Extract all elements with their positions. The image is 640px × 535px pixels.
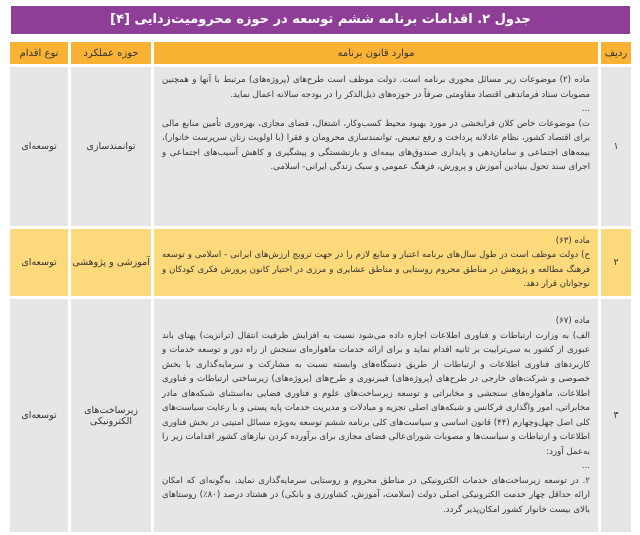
ellipsis: ... [581,104,590,114]
action-type-cell: توسعه‌ای [10,299,68,532]
row-number: ۲ [601,229,631,296]
paragraph: ح) دولت موظف است در طول سال‌های برنامه ا… [162,250,590,289]
header-row-number: ردیف [601,42,631,64]
law-text: ماده (۲) موضوعات زیر مسائل محوری برنامه … [154,67,598,226]
table-row: ۲ ماده (۶۳) ح) دولت موظف است در طول سال‌… [10,229,631,296]
table-header: ردیف موارد قانون برنامه حوزه عملکرد نوع … [10,42,631,64]
paragraph: الف) به وزارت ارتباطات و فناوری اطلاعات … [162,330,590,457]
paragraph: ماده (۲) موضوعات زیر مسائل محوری برنامه … [162,75,590,100]
header-domain: حوزه عملکرد [71,42,151,64]
table-row: ۱ ماده (۲) موضوعات زیر مسائل محوری برنام… [10,67,631,226]
header-law-items: موارد قانون برنامه [154,42,598,64]
paragraph: ۲. در توسعه زیرساخت‌های خدمات الکترونیکی… [162,475,590,515]
action-type-cell: توسعه‌ای [10,67,68,226]
action-type-cell: توسعه‌ای [10,229,68,296]
paragraph: ماده (۶۳) [555,235,590,246]
paragraph: ماده (۶۷) [555,316,590,326]
header-action-type: نوع اقدام [10,42,68,64]
law-text: ماده (۶۳) ح) دولت موظف است در طول سال‌ها… [154,229,598,296]
row-number: ۳ [601,299,631,532]
domain-cell: توانمندسازی [71,67,151,226]
ellipsis: ... [581,461,590,471]
table-row: ۳ ماده (۶۷) الف) به وزارت ارتباطات و فنا… [10,299,631,532]
law-text: ماده (۶۷) الف) به وزارت ارتباطات و فناور… [154,299,598,532]
domain-cell: زیرساخت‌های الکترونیکی [71,299,151,532]
domain-cell: آموزشی و پژوهشی [71,229,151,296]
table-title: جدول ۲. اقدامات برنامه ششم توسعه در حوزه… [11,6,630,34]
paragraph: ت) موضوعات خاص کلان فرابخشی در مورد بهبو… [162,118,590,173]
actions-table: ردیف موارد قانون برنامه حوزه عملکرد نوع … [10,42,631,535]
row-number: ۱ [601,67,631,226]
